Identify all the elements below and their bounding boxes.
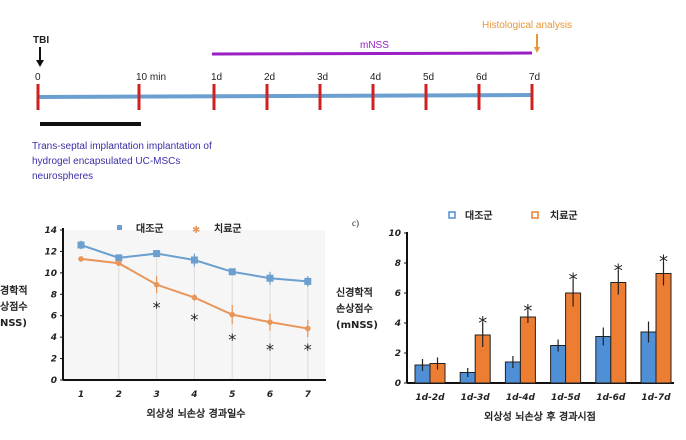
legend-label-control: 대조군 <box>136 222 164 235</box>
legend-label-treatment: 치료군 <box>214 222 242 235</box>
y-tick-label: 12 <box>44 247 57 257</box>
data-point <box>229 311 235 318</box>
y-axis-label-line: 상점수 <box>0 300 28 313</box>
y-axis-label-line: NSS) <box>0 318 27 329</box>
x-tick-label: 2 <box>116 390 122 400</box>
significance-asterisk: * <box>190 310 198 329</box>
x-tick-label: 1d-6d <box>596 393 626 403</box>
data-point <box>153 281 160 288</box>
x-axis-label: 외상성 뇌손상 후 경과시점 <box>484 410 596 423</box>
caption-line: Trans-septal implantation implantation o… <box>32 141 212 152</box>
y-tick-label: 8 <box>51 290 57 300</box>
y-axis-label-line: (mNSS) <box>336 320 378 331</box>
y-tick-label: 4 <box>50 333 57 343</box>
legend-label-control: 대조군 <box>465 209 493 222</box>
mnss-bar <box>211 51 533 56</box>
timeline-tick-label: 1d <box>211 72 222 83</box>
x-tick-label: 1d-7d <box>641 393 671 403</box>
timeline-tick-label: 3d <box>317 72 328 83</box>
caption-line: hydrogel encapsulated UC-MSCs <box>32 156 180 167</box>
x-tick-label: 1 <box>78 390 84 400</box>
panel-label: c) <box>352 218 359 228</box>
data-point <box>304 277 312 285</box>
significance-asterisk: * <box>266 340 274 359</box>
timeline-tick-label: 7d <box>529 72 540 83</box>
x-tick-label: 1d-3d <box>461 393 491 403</box>
significance-asterisk: * <box>228 330 236 349</box>
x-axis-label: 외상성 뇌손상 경과일수 <box>147 407 246 420</box>
x-tick-label: 3 <box>153 390 159 400</box>
x-tick-label: 4 <box>190 390 197 400</box>
y-tick-label: 2 <box>395 349 401 359</box>
timeline-tick-label: 2d <box>264 72 275 83</box>
caption-line: neurospheres <box>32 171 93 182</box>
tbi-label: TBI <box>33 35 49 46</box>
y-axis-label-line: 손상점수 <box>336 302 373 315</box>
data-point <box>228 268 236 276</box>
data-point <box>305 325 311 332</box>
x-tick-label: 6 <box>267 390 273 400</box>
bar <box>610 282 627 384</box>
x-tick-label: 5 <box>229 390 235 400</box>
line-chart: 대조군 ✱ 치료군 경학적 상점수 NSS) 외상성 뇌손상 경과일수 0 2 4 6… <box>0 222 326 420</box>
x-tick-label: 1d-2d <box>415 393 445 403</box>
y-tick-label: 0 <box>395 379 401 389</box>
timeline-tick-label: 0 <box>35 72 41 83</box>
y-tick-label: 6 <box>395 289 401 299</box>
significance-asterisk: * <box>523 301 532 322</box>
timeline-axis <box>37 93 533 99</box>
tbi-arrowhead-icon <box>36 60 44 67</box>
timeline-tick-label: 5d <box>423 72 434 83</box>
legend-marker-control <box>117 225 122 230</box>
histology-label: Histological analysis <box>482 20 572 31</box>
significance-asterisk: * <box>569 270 578 291</box>
data-point <box>115 254 123 262</box>
y-tick-label: 6 <box>51 312 57 322</box>
y-tick-label: 8 <box>395 259 401 269</box>
y-tick-label: 0 <box>51 376 57 386</box>
y-tick-label: 2 <box>51 355 57 365</box>
timeline-tick-label: 6d <box>476 72 487 83</box>
legend-marker-control <box>448 211 456 219</box>
data-point <box>266 274 274 282</box>
data-point <box>191 294 198 301</box>
legend-label-treatment: 치료군 <box>550 209 578 222</box>
significance-asterisk: * <box>153 298 161 317</box>
y-tick-label: 10 <box>44 269 57 279</box>
significance-asterisk: * <box>478 313 487 334</box>
data-point <box>267 319 273 325</box>
y-axis-label-line: 신경학적 <box>336 286 373 299</box>
legend-marker-treatment: ✱ <box>192 225 200 236</box>
data-point <box>190 256 198 264</box>
bar <box>655 273 672 384</box>
data-point <box>77 241 85 249</box>
bar <box>519 316 536 384</box>
significance-asterisk: * <box>304 340 312 359</box>
significance-asterisk: * <box>659 252 668 273</box>
x-tick-label: 1d-4d <box>506 393 536 403</box>
bar-chart: c) 대조군 치료군 신경학적 손상점수 (mNSS) 외상성 뇌손상 후 경과… <box>336 209 674 423</box>
significance-asterisk: * <box>614 261 623 282</box>
x-tick-label: 1d-5d <box>551 393 581 403</box>
data-point <box>116 260 122 267</box>
legend-marker-treatment <box>531 211 539 219</box>
y-tick-label: 4 <box>394 319 401 329</box>
x-tick-label: 7 <box>305 390 312 400</box>
y-axis-label-line: 경학적 <box>0 284 28 297</box>
mnss-label: mNSS <box>360 40 389 51</box>
y-tick-label: 14 <box>44 226 57 236</box>
data-point <box>153 250 161 258</box>
data-point <box>78 256 84 262</box>
histology-arrowhead-icon <box>534 47 540 53</box>
timeline: TBI mNSS Histological analysis 0 10 min 1d… <box>32 20 572 182</box>
timeline-tick-label: 10 min <box>136 72 166 83</box>
timeline-tick-label: 4d <box>370 72 381 83</box>
y-tick-label: 10 <box>388 229 401 239</box>
